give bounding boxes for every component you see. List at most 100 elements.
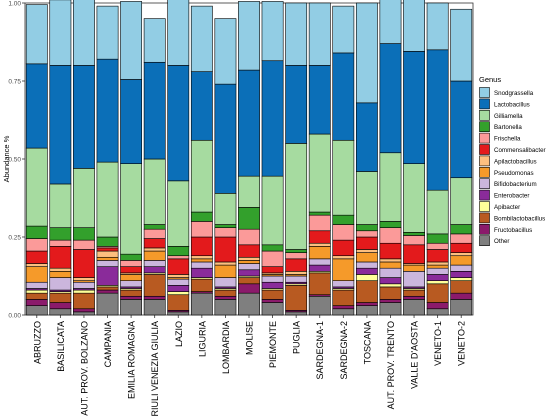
bar-segment-bombilactobacillus (214, 289, 237, 297)
bar-segment-frischella (25, 238, 48, 252)
bar-segment-lactobacillus (214, 83, 237, 194)
bar-segment-bartonella (450, 224, 473, 235)
bar-segment-bifidobacterium (308, 258, 331, 266)
bar-segment-snodgrassella (25, 4, 48, 65)
bar-segment-commensalibacter (285, 258, 308, 272)
bar-segment-lactobacillus (450, 80, 473, 179)
bar-segment-enterobacter (261, 281, 284, 289)
bar-segment-other (261, 302, 284, 316)
legend-label: Apilactobacillus (494, 158, 537, 165)
bar-segment-pseudomonas (450, 255, 473, 266)
bar-segment-bifidobacterium (73, 281, 95, 289)
bar-segment-apilactobacillus (450, 252, 473, 257)
legend-label: Other (494, 238, 509, 245)
bar-segment-snodgrassella (426, 2, 449, 51)
bar-segment-lactobacillus (190, 71, 213, 141)
legend-key-bombilactobacillus (479, 212, 490, 224)
legend-label: Lactobacillus (494, 101, 530, 108)
bar-segment-apilactobacillus (238, 256, 260, 261)
bar-segment-gilliamella (379, 152, 402, 222)
y-tick-label: 0.25 (8, 235, 21, 242)
bar-segment-lactobacillus (238, 69, 260, 177)
bar-segment-other (96, 292, 119, 316)
bar-segment-commensalibacter (49, 246, 72, 269)
bar-segment-frischella (355, 230, 378, 238)
bar-segment-fructobacillus (73, 308, 95, 313)
legend-title: Genus (479, 75, 501, 84)
bar-segment-snodgrassella (403, 0, 425, 52)
bar-segment-snodgrassella (73, 0, 95, 66)
legend-key-fructobacillus (479, 224, 490, 235)
bar-segment-snodgrassella (285, 2, 308, 66)
legend-key-bartonella (479, 121, 490, 132)
bar-segment-bombilactobacillus (355, 280, 378, 303)
bar-segment-bombilactobacillus (25, 292, 48, 300)
bar-segment-enterobacter (308, 264, 331, 272)
bar-segment-gilliamella (73, 168, 95, 228)
bar-segment-bifidobacterium (167, 278, 190, 286)
bar-segment-lactobacillus (25, 63, 48, 149)
bar-segment-bifidobacterium (49, 277, 72, 291)
bar-segment-fructobacillus (355, 302, 378, 306)
bar-segment-gilliamella (214, 193, 237, 225)
bar-segment-apilactobacillus (308, 242, 331, 247)
bar-segment-commensalibacter (96, 247, 119, 252)
bar-segment-bartonella (403, 232, 425, 236)
bar-segment-bifidobacterium (261, 275, 284, 283)
bar-segment-frischella (214, 227, 237, 238)
bar-segment-gilliamella (120, 163, 143, 255)
bar-segment-bartonella (143, 224, 166, 230)
bar-segment-bartonella (261, 244, 284, 252)
bar-segment-lactobacillus (332, 52, 355, 141)
bar-segment-bartonella (167, 246, 190, 257)
bar-segment-commensalibacter (450, 242, 473, 253)
legend-label: Frischella (494, 136, 521, 143)
axis-layer: 0.00 0.25 0.50 0.75 1.00 Abundance % (2, 1, 474, 320)
bar-segment-commensalibacter (190, 236, 213, 257)
bar-segment-apilactobacillus (167, 274, 190, 278)
bar-segment-fructobacillus (214, 295, 237, 300)
bar-segment-bifidobacterium (214, 277, 237, 288)
bar-segment-snodgrassella (450, 8, 473, 82)
legend-label: Commensalibacter (494, 147, 546, 154)
bar-segment-apilactobacillus (49, 267, 72, 272)
bar-segment-commensalibacter (167, 258, 190, 275)
bar-segment-pseudomonas (120, 274, 143, 281)
bar-segment-other (450, 299, 473, 316)
bar-segment-enterobacter (190, 267, 213, 278)
bar-segment-pseudomonas (426, 264, 449, 269)
bar-segment-snodgrassella (308, 2, 331, 66)
bar-segment-fructobacillus (96, 289, 119, 294)
x-tick-label: SARDEGNA-2 (339, 321, 349, 380)
bar-segment-fructobacillus (25, 299, 48, 306)
bar-segment-frischella (49, 239, 72, 247)
bar-segment-bifidobacterium (403, 271, 425, 288)
bar-segment-enterobacter (379, 277, 402, 285)
bar-segment-gilliamella (238, 175, 260, 208)
bar-segment-enterobacter (96, 266, 119, 286)
bar-segment-apibacter (450, 277, 473, 281)
bar-segment-commensalibacter (261, 266, 284, 274)
bar-segment-apilactobacillus (190, 255, 213, 260)
bar-segment-enterobacter (450, 271, 473, 278)
bar-segment-bombilactobacillus (167, 294, 190, 311)
bar-segment-gilliamella (450, 177, 473, 225)
bar-segment-frischella (167, 255, 190, 260)
bar-segment-bartonella (25, 225, 48, 239)
bar-segment-other (167, 311, 190, 316)
y-axis-title: Abundance % (2, 135, 11, 182)
bar-segment-lactobacillus (143, 61, 166, 160)
bar-segment-pseudomonas (308, 246, 331, 260)
bar-segment-pseudomonas (49, 271, 72, 278)
x-tick-label: PUGLIA (292, 321, 302, 354)
bar-segment-apilactobacillus (73, 277, 95, 281)
bar-segment-bartonella (332, 214, 355, 225)
bar-segment-other (403, 299, 425, 316)
bar-segment-gilliamella (308, 133, 331, 213)
bar-segment-commensalibacter (403, 244, 425, 264)
bar-segment-bombilactobacillus (238, 277, 260, 285)
bar-segment-fructobacillus (261, 299, 284, 303)
bar-segment-bifidobacterium (238, 263, 260, 271)
x-tick-label: EMILIA ROMAGNA (127, 321, 137, 399)
x-tick-label: AUT. PROV. TRENTO (386, 321, 396, 409)
